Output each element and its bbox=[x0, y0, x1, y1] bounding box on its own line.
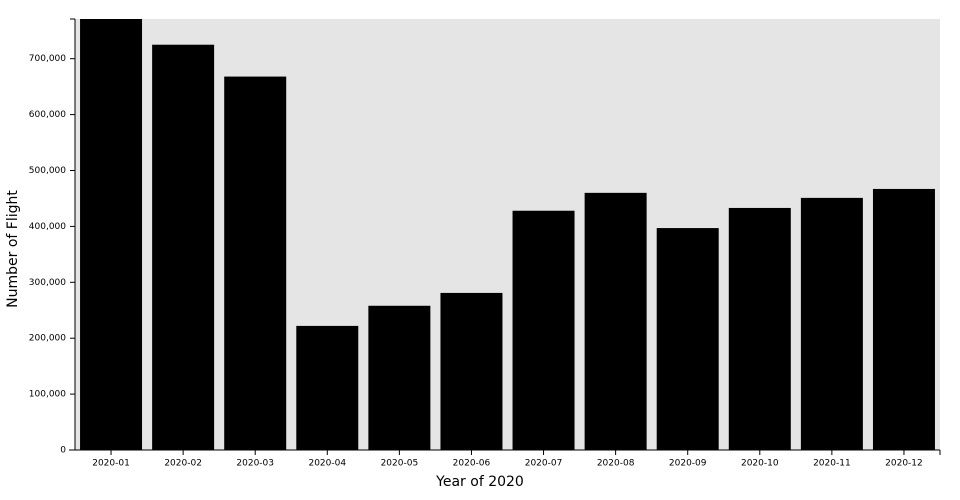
x-tick-label: 2020-12 bbox=[885, 459, 923, 469]
x-tick-label: 2020-01 bbox=[92, 459, 130, 469]
bar bbox=[728, 207, 791, 450]
y-tick-label: 0 bbox=[60, 446, 66, 456]
bar bbox=[512, 210, 575, 450]
plot-background bbox=[75, 19, 940, 450]
y-tick-label: 600,000 bbox=[29, 110, 66, 120]
bar bbox=[800, 197, 863, 450]
y-tick-label: 200,000 bbox=[29, 334, 66, 344]
y-tick-label: 100,000 bbox=[29, 390, 66, 400]
x-tick-label: 2020-07 bbox=[525, 459, 563, 469]
bar bbox=[80, 19, 143, 450]
bar bbox=[656, 228, 719, 450]
x-axis-title: Year of 2020 bbox=[435, 474, 524, 490]
y-axis-title: Number of Flight bbox=[5, 190, 21, 308]
bar bbox=[584, 192, 647, 450]
bar bbox=[224, 76, 287, 451]
x-tick-label: 2020-08 bbox=[597, 459, 635, 469]
x-tick-label: 2020-03 bbox=[236, 459, 274, 469]
bar bbox=[440, 292, 503, 450]
x-tick-label: 2020-02 bbox=[164, 459, 202, 469]
y-tick-label: 500,000 bbox=[29, 166, 66, 176]
x-tick-label: 2020-04 bbox=[308, 459, 346, 469]
x-tick-label: 2020-10 bbox=[741, 459, 779, 469]
y-tick-label: 700,000 bbox=[29, 54, 66, 64]
x-tick-label: 2020-09 bbox=[669, 459, 707, 469]
x-tick-label: 2020-05 bbox=[381, 459, 419, 469]
bar bbox=[152, 44, 215, 450]
y-tick-label: 400,000 bbox=[29, 222, 66, 232]
y-tick-label: 300,000 bbox=[29, 278, 66, 288]
x-tick-label: 2020-11 bbox=[813, 459, 851, 469]
x-tick-label: 2020-06 bbox=[453, 459, 491, 469]
bar bbox=[872, 188, 935, 450]
bar bbox=[368, 305, 431, 450]
bar bbox=[296, 325, 359, 450]
